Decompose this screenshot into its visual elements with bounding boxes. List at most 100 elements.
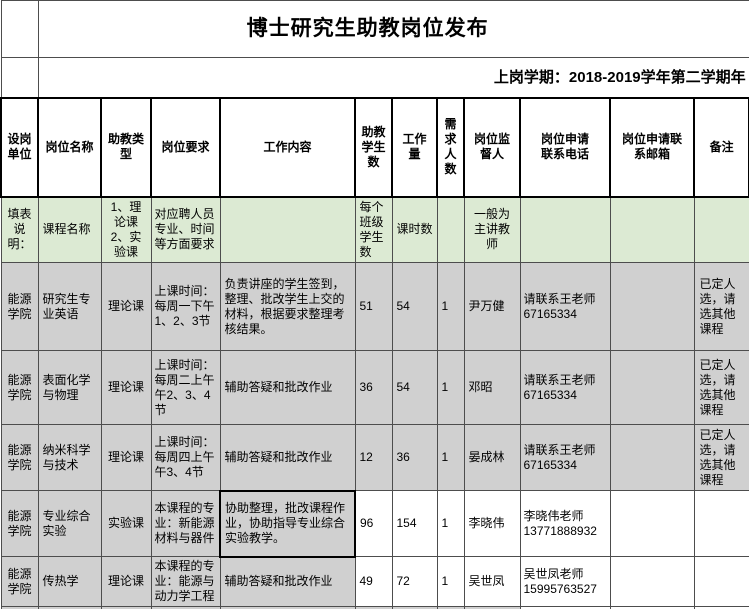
- cell-remarks[interactable]: [693, 556, 749, 607]
- header-workload[interactable]: 工作量: [391, 96, 438, 198]
- cell-requirements[interactable]: 对应聘人员专业、时间等方面要求: [150, 196, 221, 263]
- header-apply-phone[interactable]: 岗位申请 联系电话: [519, 96, 611, 198]
- cell-position-name[interactable]: 课程名称: [37, 196, 102, 263]
- cell-position-name[interactable]: 表面化学与物理: [37, 350, 102, 425]
- cell-headcount[interactable]: [436, 196, 465, 263]
- cell-apply-email[interactable]: [609, 556, 695, 607]
- cell-apply-email[interactable]: [609, 262, 695, 351]
- cell-headcount[interactable]: 1: [436, 350, 465, 425]
- corner-cell[interactable]: [0, 0, 39, 58]
- cell-job-content[interactable]: 辅助答疑和批改作业: [219, 350, 356, 425]
- corner-cell[interactable]: [0, 57, 39, 98]
- cell-ta-type[interactable]: 理论课: [100, 424, 152, 491]
- cell-apply-email[interactable]: [609, 350, 695, 425]
- cell-student-count[interactable]: 49: [354, 556, 393, 607]
- header-ta-type[interactable]: 助教类型: [100, 96, 152, 198]
- cell-apply-email[interactable]: [609, 490, 695, 557]
- cell-student-count[interactable]: 36: [354, 350, 393, 425]
- cell-student-count[interactable]: 12: [354, 424, 393, 491]
- cell-workload[interactable]: 54: [391, 350, 438, 425]
- header-ta-student-count[interactable]: 助教学生数: [354, 96, 393, 198]
- cell-ta-type[interactable]: 理论课: [100, 262, 152, 351]
- header-unit[interactable]: 设岗单位: [0, 96, 39, 198]
- cell-headcount[interactable]: 1: [436, 262, 465, 351]
- cell-workload[interactable]: 154: [391, 490, 438, 557]
- cell-apply-phone[interactable]: 请联系王老师 67165334: [519, 262, 611, 351]
- cell-ta-type[interactable]: 理论课: [100, 556, 152, 607]
- cell-job-content[interactable]: 辅助答疑和批改作业: [219, 556, 356, 607]
- cell-headcount[interactable]: 1: [436, 556, 465, 607]
- cell-ta-type[interactable]: 理论课: [100, 350, 152, 425]
- header-requirements[interactable]: 岗位要求: [150, 96, 221, 198]
- header-row: 设岗单位 岗位名称 助教类型 岗位要求 工作内容 助教学生数 工作量 需求人数 …: [0, 96, 749, 198]
- cell-supervisor[interactable]: 晏成林: [463, 424, 521, 491]
- cell-student-count[interactable]: 96: [354, 490, 393, 557]
- cell-position-name[interactable]: 纳米科学与技术: [37, 424, 102, 491]
- subtitle-row: 上岗学期：2018-2019学年第二学期年: [0, 57, 749, 98]
- cell-apply-email[interactable]: [609, 424, 695, 491]
- cell-workload[interactable]: 36: [391, 424, 438, 491]
- cell-remarks[interactable]: [693, 490, 749, 557]
- cell-apply-phone[interactable]: [519, 196, 611, 263]
- cell-student-count[interactable]: 每个班级学生数: [354, 196, 393, 263]
- cell-job-content[interactable]: [219, 196, 356, 263]
- semester-label[interactable]: 上岗学期：2018-2019学年第二学期年: [37, 57, 749, 98]
- cell-student-count[interactable]: 51: [354, 262, 393, 351]
- cell-requirements[interactable]: 上课时间：每周一下午1、2、3节: [150, 262, 221, 351]
- table-row: 能源学院 纳米科学与技术 理论课 上课时间：每周四上午午3、4节 辅助答疑和批改…: [0, 424, 749, 491]
- instruction-row: 填表说明： 课程名称 1、理论课 2、实验课 对应聘人员专业、时间等方面要求 每…: [0, 196, 749, 263]
- cell-ta-type[interactable]: 实验课: [100, 490, 152, 557]
- table-row: 能源学院 表面化学与物理 理论课 上课时间：每周二上午午2、3、4节 辅助答疑和…: [0, 350, 749, 425]
- cell-unit[interactable]: 能源学院: [0, 350, 39, 425]
- cell-ta-type[interactable]: 1、理论课 2、实验课: [100, 196, 152, 263]
- cell-workload[interactable]: 54: [391, 262, 438, 351]
- cell-remarks[interactable]: 已定人选，请选其他课程: [693, 350, 749, 425]
- cell-headcount[interactable]: 1: [436, 490, 465, 557]
- cell-position-name[interactable]: 传热学: [37, 556, 102, 607]
- table-row: 能源学院 传热学 理论课 本课程的专业：能源与动力学工程 辅助答疑和批改作业 4…: [0, 556, 749, 607]
- header-supervisor[interactable]: 岗位监督人: [463, 96, 521, 198]
- header-job-content[interactable]: 工作内容: [219, 96, 356, 198]
- cell-remarks[interactable]: [693, 196, 749, 263]
- cell-job-content[interactable]: 负责讲座的学生签到，整理、批改学生上交的材料，根据要求整理考核结果。: [219, 262, 356, 351]
- table-row-partial: [0, 606, 749, 609]
- cell-supervisor[interactable]: 一般为主讲教师: [463, 196, 521, 263]
- cell-supervisor[interactable]: 李晓伟: [463, 490, 521, 557]
- header-position-name[interactable]: 岗位名称: [37, 96, 102, 198]
- cell-requirements[interactable]: 上课时间：每周二上午午2、3、4节: [150, 350, 221, 425]
- cell-headcount[interactable]: 1: [436, 424, 465, 491]
- cell-supervisor[interactable]: 邓昭: [463, 350, 521, 425]
- cell-supervisor[interactable]: 吴世凤: [463, 556, 521, 607]
- cell-workload[interactable]: 课时数: [391, 196, 438, 263]
- cell-apply-phone[interactable]: 请联系王老师 67165334: [519, 424, 611, 491]
- header-apply-email[interactable]: 岗位申请联 系邮箱: [609, 96, 695, 198]
- cell-position-name[interactable]: 专业综合实验: [37, 490, 102, 557]
- cell-workload[interactable]: 72: [391, 556, 438, 607]
- title-row: 博士研究生助教岗位发布: [0, 0, 749, 58]
- cell-requirements[interactable]: 本课程的专业：新能源材料与器件: [150, 490, 221, 557]
- cell-apply-phone[interactable]: 吴世凤老师 15995763527: [519, 556, 611, 607]
- cell-requirements[interactable]: 上课时间：每周四上午午3、4节: [150, 424, 221, 491]
- cell-apply-phone[interactable]: 李晓伟老师 13771888932: [519, 490, 611, 557]
- cell-supervisor[interactable]: 尹万健: [463, 262, 521, 351]
- header-remarks[interactable]: 备注: [692, 96, 749, 198]
- cell-unit[interactable]: 能源学院: [0, 424, 39, 491]
- cell-unit[interactable]: 能源学院: [0, 556, 39, 607]
- table-row: 能源学院 研究生专业英语 理论课 上课时间：每周一下午1、2、3节 负责讲座的学…: [0, 262, 749, 351]
- cell-job-content[interactable]: 辅助答疑和批改作业: [219, 424, 356, 491]
- cell-remarks[interactable]: 已定人选，请选其他课程: [693, 424, 749, 491]
- cell-requirements[interactable]: 本课程的专业：能源与动力学工程: [150, 556, 221, 607]
- cell-unit[interactable]: 能源学院: [0, 262, 39, 351]
- cell-apply-email[interactable]: [609, 196, 695, 263]
- header-headcount[interactable]: 需求人数: [436, 96, 465, 198]
- cell-position-name[interactable]: 研究生专业英语: [37, 262, 102, 351]
- cell-unit[interactable]: 能源学院: [0, 490, 39, 557]
- cell-remarks[interactable]: 已定人选，请选其他课程: [693, 262, 749, 351]
- cell-unit[interactable]: 填表说明：: [0, 196, 39, 263]
- sheet-title[interactable]: 博士研究生助教岗位发布: [37, 0, 749, 58]
- cell-apply-phone[interactable]: 请联系王老师 67165334: [519, 350, 611, 425]
- table-row: 能源学院 专业综合实验 实验课 本课程的专业：新能源材料与器件 协助整理，批改课…: [0, 489, 749, 558]
- cell-job-content-selected[interactable]: 协助整理，批改课程作业，协助指导专业综合实验教学。: [219, 489, 356, 558]
